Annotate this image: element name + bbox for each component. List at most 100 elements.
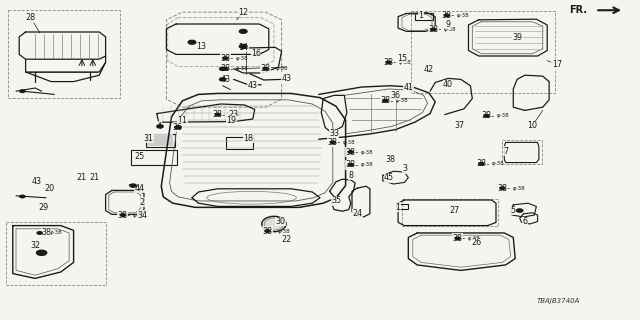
Circle shape xyxy=(120,214,125,216)
Text: 13: 13 xyxy=(196,42,207,51)
Text: 17: 17 xyxy=(552,60,562,68)
Circle shape xyxy=(188,40,196,44)
Bar xyxy=(396,204,408,209)
Text: 20: 20 xyxy=(45,184,55,193)
Circle shape xyxy=(479,163,484,165)
Text: 2: 2 xyxy=(140,198,145,207)
Circle shape xyxy=(20,90,25,92)
Text: 38: 38 xyxy=(346,160,356,169)
Text: 9: 9 xyxy=(445,20,451,28)
Circle shape xyxy=(330,141,335,144)
Text: φ-38: φ-38 xyxy=(236,56,248,61)
Text: φ-38: φ-38 xyxy=(278,228,291,234)
Text: 38: 38 xyxy=(220,64,230,73)
Circle shape xyxy=(383,100,388,102)
Text: 43: 43 xyxy=(220,75,230,84)
Circle shape xyxy=(265,230,270,232)
Circle shape xyxy=(386,61,391,64)
Text: 40: 40 xyxy=(443,80,453,89)
Text: 8: 8 xyxy=(348,171,353,180)
Text: φ-38: φ-38 xyxy=(276,66,289,71)
Bar xyxy=(402,199,498,226)
Text: 38: 38 xyxy=(212,110,223,119)
Text: 35: 35 xyxy=(331,196,341,205)
Text: 27: 27 xyxy=(449,206,460,215)
Text: 37: 37 xyxy=(454,121,465,130)
Circle shape xyxy=(223,68,228,70)
Text: φ-38: φ-38 xyxy=(50,230,63,236)
Text: φ-38: φ-38 xyxy=(399,60,412,65)
Text: 38: 38 xyxy=(220,54,230,63)
Text: 38: 38 xyxy=(428,25,438,34)
Text: φ-38: φ-38 xyxy=(457,13,470,18)
Circle shape xyxy=(263,68,268,70)
Circle shape xyxy=(223,57,228,60)
Text: TBAJB3740A: TBAJB3740A xyxy=(536,298,580,304)
Text: 30: 30 xyxy=(275,217,285,226)
Text: 29: 29 xyxy=(38,203,49,212)
Text: 21: 21 xyxy=(77,173,87,182)
Circle shape xyxy=(220,67,226,70)
Text: 36: 36 xyxy=(390,91,401,100)
Text: 33: 33 xyxy=(329,129,339,138)
Text: 34: 34 xyxy=(137,211,147,220)
Text: 12: 12 xyxy=(238,8,248,17)
Bar xyxy=(502,140,542,164)
Circle shape xyxy=(130,184,136,187)
Bar xyxy=(131,150,177,165)
Circle shape xyxy=(175,126,181,129)
Circle shape xyxy=(215,113,220,116)
Text: φ-38: φ-38 xyxy=(492,161,504,166)
Circle shape xyxy=(220,78,226,81)
Text: φ-38: φ-38 xyxy=(361,162,374,167)
Text: φ-38: φ-38 xyxy=(396,98,408,103)
Circle shape xyxy=(239,29,247,33)
Text: 28: 28 xyxy=(26,13,36,22)
Text: 38: 38 xyxy=(260,64,271,73)
Text: 1: 1 xyxy=(396,203,401,212)
Text: φ-38: φ-38 xyxy=(133,212,146,218)
Circle shape xyxy=(455,237,460,240)
Circle shape xyxy=(36,250,47,255)
Text: 38: 38 xyxy=(385,155,396,164)
Text: 38: 38 xyxy=(452,234,463,243)
Text: 44: 44 xyxy=(134,184,145,193)
Text: φ-38: φ-38 xyxy=(444,27,456,32)
Text: FR.: FR. xyxy=(570,5,588,15)
Text: 18: 18 xyxy=(243,134,253,143)
Text: 26: 26 xyxy=(472,238,482,247)
Text: 5: 5 xyxy=(511,206,516,215)
Bar xyxy=(411,11,555,93)
Text: 36: 36 xyxy=(173,123,183,132)
Text: φ-38: φ-38 xyxy=(468,236,481,241)
Text: 31: 31 xyxy=(143,134,154,143)
Text: 38: 38 xyxy=(118,211,128,220)
Bar xyxy=(226,137,253,149)
Text: 24: 24 xyxy=(352,209,362,218)
Text: 23: 23 xyxy=(228,110,239,119)
Circle shape xyxy=(157,125,163,128)
Circle shape xyxy=(20,195,25,198)
Circle shape xyxy=(348,151,353,153)
Circle shape xyxy=(431,28,436,31)
Bar xyxy=(8,10,120,98)
Circle shape xyxy=(516,209,523,212)
Text: 38: 38 xyxy=(383,58,394,67)
Bar xyxy=(6,222,106,285)
Text: 38: 38 xyxy=(346,148,356,156)
Text: 43: 43 xyxy=(282,74,292,83)
Circle shape xyxy=(37,232,42,234)
Text: 32: 32 xyxy=(30,241,40,250)
Text: 16: 16 xyxy=(251,49,261,58)
Bar xyxy=(147,134,173,146)
Bar xyxy=(415,13,433,20)
Text: 45: 45 xyxy=(384,173,394,182)
Text: 39: 39 xyxy=(512,33,522,42)
Text: φ-38: φ-38 xyxy=(236,66,248,71)
Text: 38: 38 xyxy=(328,138,338,147)
Text: 14: 14 xyxy=(238,43,248,52)
Text: 38: 38 xyxy=(41,228,51,237)
Text: φ-38: φ-38 xyxy=(513,186,525,191)
Text: 3: 3 xyxy=(402,164,407,173)
Text: 1: 1 xyxy=(419,11,424,20)
